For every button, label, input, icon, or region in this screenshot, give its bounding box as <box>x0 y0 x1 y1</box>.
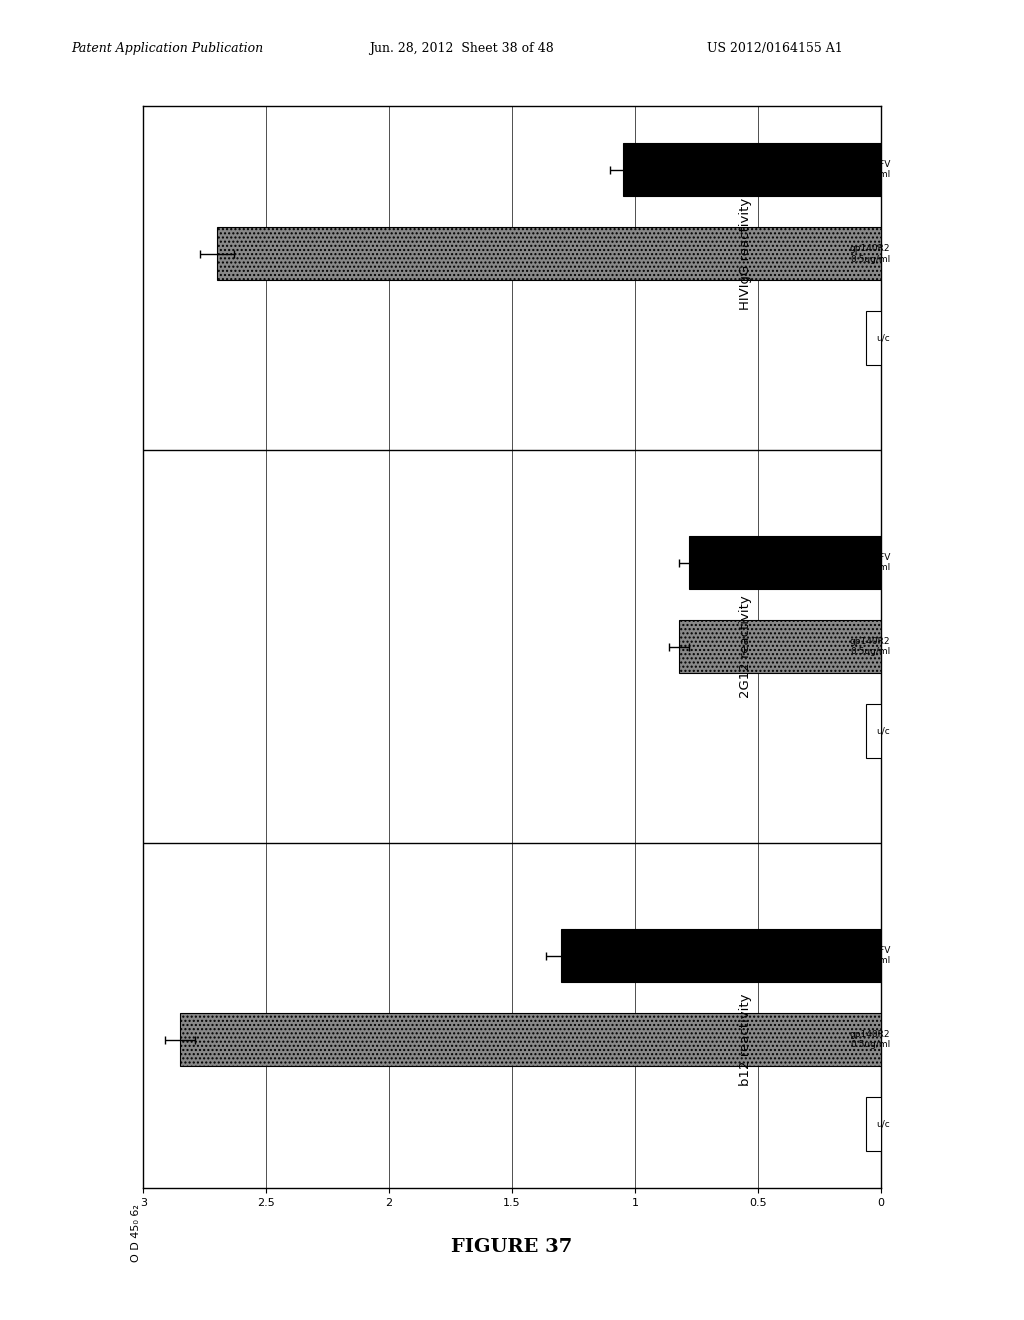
Text: 2G12 reactivity: 2G12 reactivity <box>739 595 752 698</box>
Text: HIVIgG reactivity: HIVIgG reactivity <box>739 198 752 310</box>
Text: u/c: u/c <box>877 334 891 342</box>
Text: Jun. 28, 2012  Sheet 38 of 48: Jun. 28, 2012 Sheet 38 of 48 <box>369 42 553 55</box>
Text: solHIFV
0.5ug/ml: solHIFV 0.5ug/ml <box>850 946 891 965</box>
Text: Patent Application Publication: Patent Application Publication <box>72 42 264 55</box>
Bar <box>623 143 881 197</box>
Text: gp140R2
0.5ug/ml: gp140R2 0.5ug/ml <box>850 638 891 656</box>
Text: u/c: u/c <box>877 1119 891 1129</box>
Text: gp140R2
0.5ug/ml: gp140R2 0.5ug/ml <box>850 244 891 264</box>
Bar <box>866 705 881 758</box>
Bar <box>561 929 881 982</box>
Text: O D 45₀ 6₂: O D 45₀ 6₂ <box>131 1204 141 1262</box>
Bar <box>180 1014 881 1067</box>
Text: US 2012/0164155 A1: US 2012/0164155 A1 <box>707 42 843 55</box>
Text: solHIFV
0.5ug/ml: solHIFV 0.5ug/ml <box>850 553 891 573</box>
Bar <box>866 1097 881 1151</box>
Text: b12 reactivity: b12 reactivity <box>739 994 752 1086</box>
Text: solHIFV
0.5ug/ml: solHIFV 0.5ug/ml <box>850 160 891 180</box>
Bar <box>679 620 881 673</box>
Bar <box>689 536 881 589</box>
Text: gp140R2
0.5ug/ml: gp140R2 0.5ug/ml <box>850 1030 891 1049</box>
Text: u/c: u/c <box>877 726 891 735</box>
Bar <box>866 312 881 364</box>
Bar <box>217 227 881 280</box>
Text: FIGURE 37: FIGURE 37 <box>452 1238 572 1257</box>
